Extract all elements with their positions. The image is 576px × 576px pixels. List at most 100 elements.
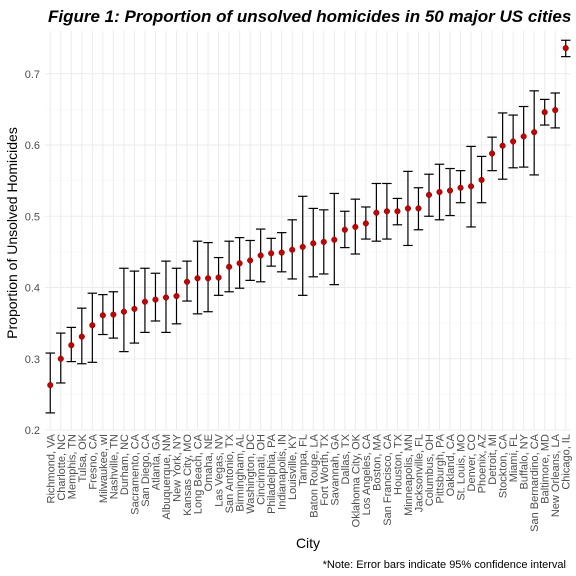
data-point [383, 208, 390, 215]
x-tick-label: Tampa, FL [298, 434, 310, 486]
x-tick-label: Stockton, CA [498, 433, 510, 498]
data-point [47, 382, 54, 389]
x-tick-label: San Francisco, CA [382, 433, 394, 525]
x-tick-label: Savannah, GA [329, 433, 341, 505]
data-point [257, 252, 264, 259]
x-tick-label: Charlotte, NC [56, 434, 68, 501]
x-tick-label: San Diego, CA [140, 433, 152, 506]
x-tick-label: Las Vegas, NV [214, 433, 226, 506]
data-point [446, 187, 454, 194]
data-point [352, 223, 359, 230]
x-tick-label: Atlanta, GA [150, 433, 162, 490]
data-point [299, 243, 306, 250]
x-tick-label: Oakland, CA [445, 433, 457, 496]
data-point [57, 355, 64, 362]
x-tick-label: New Orleans, LA [550, 433, 562, 517]
x-tick-label: Columbus, OH [424, 434, 436, 506]
x-tick-label: Baton Rouge, LA [308, 433, 320, 517]
data-point [394, 208, 401, 215]
x-tick-label: Louisville, KY [287, 433, 299, 500]
data-point [499, 142, 506, 149]
data-point [268, 250, 275, 257]
data-point [436, 188, 443, 196]
data-point [373, 209, 380, 216]
data-point [520, 133, 527, 140]
data-point [236, 260, 243, 267]
x-tick-label: Houston, TX [392, 433, 404, 495]
x-tick-label: Dallas, TX [340, 433, 352, 484]
data-point [68, 342, 75, 349]
y-tick-label: 0.4 [25, 283, 40, 295]
grid-lines [45, 31, 571, 431]
data-point [541, 109, 548, 116]
chart-caption: *Note: Error bars indicate 95% confidenc… [323, 559, 566, 571]
x-tick-label: San Antonio, TX [224, 433, 236, 513]
y-axis-ticks: 0.2 0.3 0.4 0.5 0.6 0.7 [25, 69, 40, 437]
x-tick-label: Washington, DC [245, 434, 257, 514]
x-tick-label: Omaha, NE [203, 434, 215, 491]
x-tick-label: Buffalo, NY [519, 433, 531, 489]
x-tick-label: Philadelphia, PA [266, 433, 278, 514]
x-tick-label: Albuquerque, NM [161, 434, 173, 520]
x-tick-label: Cincinnati, OH [256, 434, 268, 505]
x-tick-label: Denver, CO [466, 434, 478, 492]
x-tick-label: Baltimore, MD [540, 434, 552, 504]
data-point [531, 129, 538, 136]
data-marks [45, 39, 571, 414]
data-point [331, 236, 338, 243]
x-tick-label: Memphis, TN [66, 434, 78, 499]
x-tick-label: Fort Worth, TX [319, 433, 331, 505]
x-tick-label: Jacksonville, FL [413, 434, 425, 512]
data-point [457, 184, 464, 191]
data-point [425, 191, 433, 198]
data-point [341, 226, 348, 233]
y-tick-label: 0.6 [25, 140, 40, 152]
data-point [289, 246, 296, 253]
x-tick-label: Sacramento, CA [129, 433, 141, 514]
x-tick-label: St. Louis, MO [456, 434, 468, 501]
data-point [562, 45, 569, 52]
data-point [173, 293, 180, 300]
x-tick-label: Chicago, IL [561, 434, 573, 490]
chart-title: Figure 1: Proportion of unsolved homicid… [48, 7, 571, 26]
data-point [404, 205, 411, 212]
data-point [362, 220, 369, 227]
x-tick-label: Phoenix, AZ [477, 434, 489, 494]
data-point [99, 312, 106, 319]
data-point [131, 305, 138, 312]
data-point [278, 249, 285, 256]
x-tick-label: Durham, NC [119, 434, 131, 495]
data-point [89, 322, 96, 329]
x-tick-label: Birmingham, AL [235, 434, 247, 512]
x-tick-label: Long Beach, CA [193, 433, 205, 514]
x-tick-label: Nashville, TN [108, 434, 120, 499]
data-point [110, 311, 117, 318]
data-point [78, 333, 85, 340]
data-point [247, 257, 254, 264]
data-point [141, 298, 148, 305]
data-point [478, 176, 485, 183]
data-point [194, 275, 201, 282]
data-point [183, 278, 191, 285]
x-tick-label: Minneapolis, MN [403, 434, 415, 516]
data-point [310, 240, 317, 247]
data-point [215, 274, 222, 281]
x-tick-label: New York, NY [172, 433, 184, 502]
y-tick-label: 0.3 [25, 354, 40, 366]
data-point [162, 294, 170, 301]
data-point [510, 138, 517, 145]
x-axis-title: City [296, 535, 320, 551]
y-tick-label: 0.2 [25, 425, 40, 437]
data-point [120, 308, 127, 315]
x-tick-label: Fresno, CA [87, 433, 99, 489]
data-point [468, 183, 475, 190]
x-tick-label: Miami, FL [508, 434, 520, 482]
x-tick-label: Los Angeles, CA [361, 433, 373, 515]
x-tick-label: Richmond, VA [45, 433, 57, 503]
data-point [415, 205, 422, 212]
data-point [152, 296, 159, 303]
data-point [320, 238, 327, 245]
